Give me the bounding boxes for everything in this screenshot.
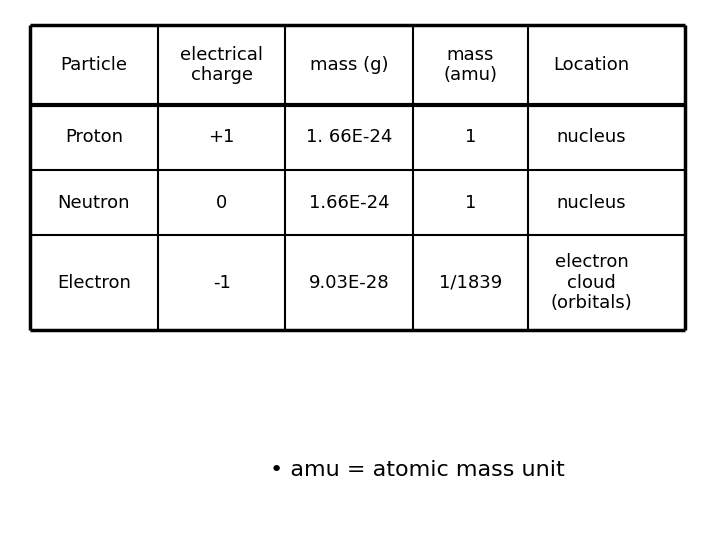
Text: Neutron: Neutron bbox=[58, 193, 130, 212]
Bar bbox=[158, 170, 285, 235]
Bar bbox=[285, 235, 413, 330]
Text: 1: 1 bbox=[465, 129, 476, 146]
Bar bbox=[158, 235, 285, 330]
Text: Particle: Particle bbox=[60, 56, 127, 74]
Text: -1: -1 bbox=[212, 273, 230, 292]
Text: electron
cloud
(orbitals): electron cloud (orbitals) bbox=[551, 253, 633, 312]
Bar bbox=[30, 235, 158, 330]
Text: mass
(amu): mass (amu) bbox=[444, 45, 498, 84]
Bar bbox=[285, 170, 413, 235]
Bar bbox=[30, 105, 158, 170]
Bar bbox=[413, 25, 528, 105]
Text: Electron: Electron bbox=[57, 273, 131, 292]
Bar bbox=[528, 25, 655, 105]
Bar bbox=[528, 170, 655, 235]
Text: electrical
charge: electrical charge bbox=[180, 45, 263, 84]
Text: 1. 66E-24: 1. 66E-24 bbox=[306, 129, 392, 146]
Text: • amu = atomic mass unit: • amu = atomic mass unit bbox=[270, 460, 564, 480]
Text: 0: 0 bbox=[216, 193, 228, 212]
Bar bbox=[413, 105, 528, 170]
Text: Proton: Proton bbox=[65, 129, 123, 146]
Text: Location: Location bbox=[554, 56, 630, 74]
Bar bbox=[528, 105, 655, 170]
Text: mass (g): mass (g) bbox=[310, 56, 389, 74]
Bar bbox=[285, 105, 413, 170]
Bar bbox=[413, 170, 528, 235]
Bar bbox=[285, 25, 413, 105]
Text: nucleus: nucleus bbox=[557, 129, 626, 146]
Bar bbox=[413, 235, 528, 330]
Bar bbox=[30, 25, 158, 105]
Bar bbox=[158, 25, 285, 105]
Text: 1: 1 bbox=[465, 193, 476, 212]
Text: 9.03E-28: 9.03E-28 bbox=[309, 273, 390, 292]
Bar bbox=[528, 235, 655, 330]
Text: +1: +1 bbox=[208, 129, 235, 146]
Text: 1.66E-24: 1.66E-24 bbox=[309, 193, 390, 212]
Text: 1/1839: 1/1839 bbox=[439, 273, 502, 292]
Bar bbox=[30, 170, 158, 235]
Bar bbox=[158, 105, 285, 170]
Text: nucleus: nucleus bbox=[557, 193, 626, 212]
